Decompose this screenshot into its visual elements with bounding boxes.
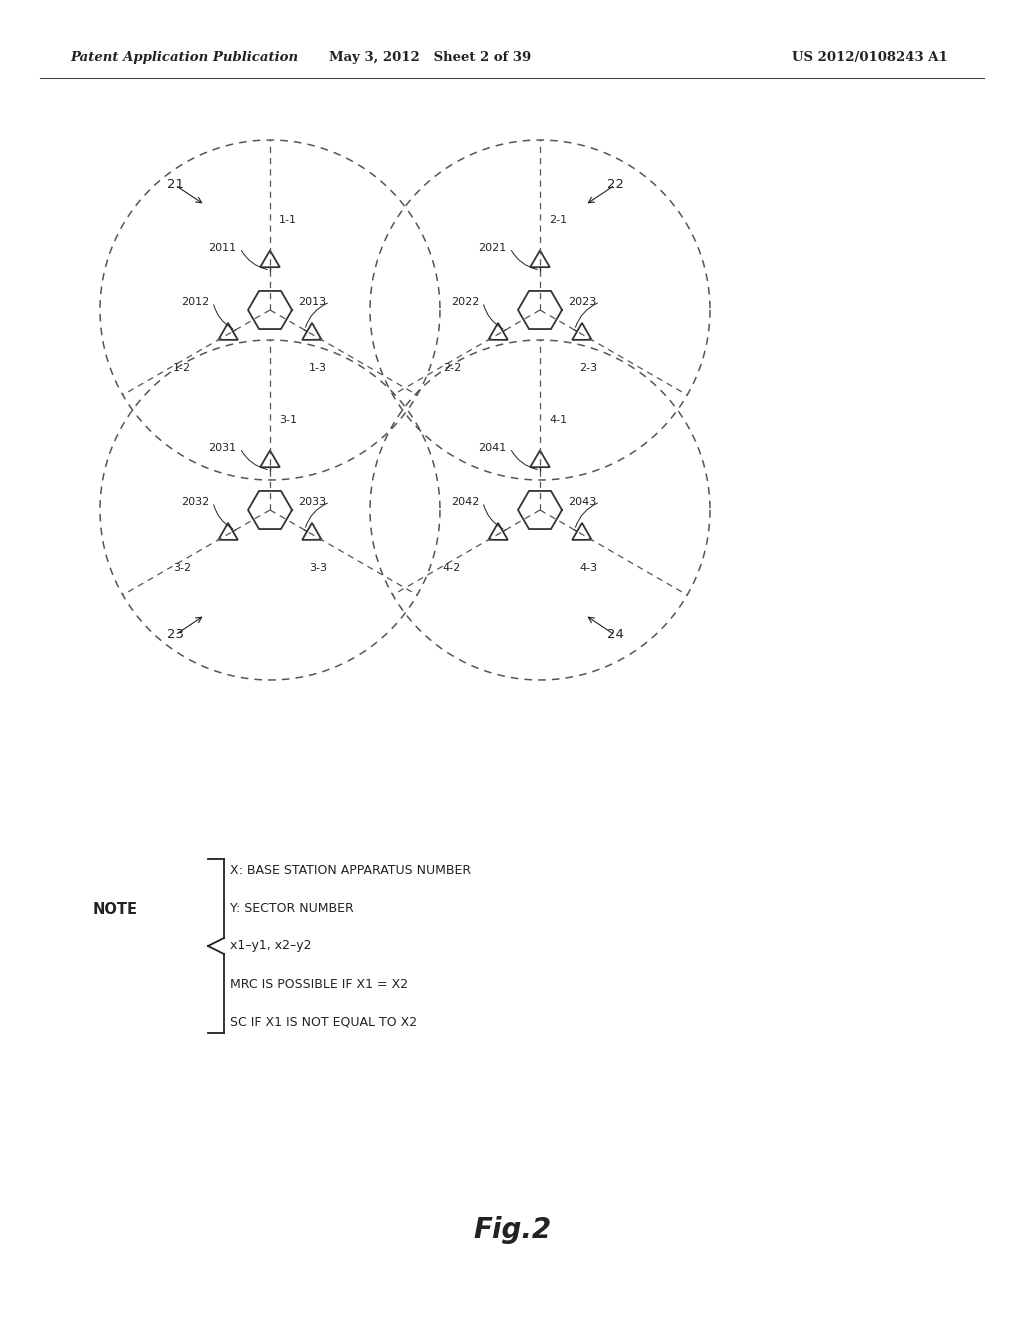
Text: 1-2: 1-2 (173, 363, 191, 374)
Text: 2022: 2022 (451, 297, 479, 308)
Text: 2-3: 2-3 (579, 363, 597, 374)
Text: 4-1: 4-1 (549, 414, 567, 425)
Text: Y: SECTOR NUMBER: Y: SECTOR NUMBER (230, 902, 353, 915)
Text: 2013: 2013 (298, 297, 326, 308)
Text: 2043: 2043 (568, 498, 596, 507)
Text: 2-1: 2-1 (549, 215, 567, 224)
Text: X: BASE STATION APPARATUS NUMBER: X: BASE STATION APPARATUS NUMBER (230, 863, 471, 876)
Text: 21: 21 (167, 178, 183, 191)
Text: 2033: 2033 (298, 498, 326, 507)
Text: 1-1: 1-1 (279, 215, 297, 224)
Text: MRC IS POSSIBLE IF X1 = X2: MRC IS POSSIBLE IF X1 = X2 (230, 978, 409, 990)
Text: 3-1: 3-1 (279, 414, 297, 425)
Text: 2041: 2041 (478, 444, 506, 453)
Text: 2023: 2023 (568, 297, 596, 308)
Text: 1-3: 1-3 (309, 363, 327, 374)
Text: 2-2: 2-2 (442, 363, 461, 374)
Text: US 2012/0108243 A1: US 2012/0108243 A1 (793, 51, 948, 65)
Text: 4-3: 4-3 (579, 564, 597, 573)
Text: 3-2: 3-2 (173, 564, 191, 573)
Text: 3-3: 3-3 (309, 564, 327, 573)
Text: x1–y1, x2–y2: x1–y1, x2–y2 (230, 940, 311, 953)
Text: Fig.2: Fig.2 (473, 1216, 551, 1243)
Text: 4-2: 4-2 (442, 564, 461, 573)
Text: 2031: 2031 (208, 444, 237, 453)
Text: 24: 24 (606, 628, 624, 642)
Text: 2021: 2021 (478, 243, 506, 253)
Text: SC IF X1 IS NOT EQUAL TO X2: SC IF X1 IS NOT EQUAL TO X2 (230, 1015, 417, 1028)
Text: 2011: 2011 (208, 243, 237, 253)
Text: 22: 22 (606, 178, 624, 191)
Text: May 3, 2012   Sheet 2 of 39: May 3, 2012 Sheet 2 of 39 (329, 51, 531, 65)
Text: 2012: 2012 (181, 297, 209, 308)
Text: 2042: 2042 (451, 498, 479, 507)
Text: Patent Application Publication: Patent Application Publication (70, 51, 298, 65)
Text: 23: 23 (167, 628, 183, 642)
Text: NOTE: NOTE (92, 903, 137, 917)
Text: 2032: 2032 (181, 498, 209, 507)
